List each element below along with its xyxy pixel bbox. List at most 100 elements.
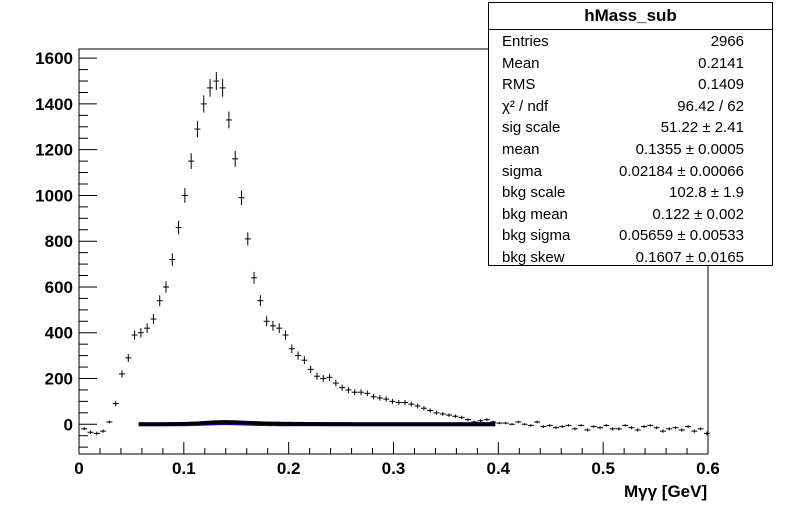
data-point [609,427,616,431]
data-point [534,420,541,424]
data-point [685,425,692,428]
data-point [288,344,295,354]
data-point [326,373,333,381]
data-point [194,120,201,138]
data-point [112,401,119,407]
stats-row: mean 0.1355 ± 0.0005 [489,139,772,161]
stats-key: bkg skew [502,249,565,266]
stats-key: sigma [502,162,543,180]
data-point [477,419,484,423]
data-point [502,421,509,425]
data-point [188,153,195,169]
stats-box: hMass_sub Entries 2966 Mean 0.2141 RMS 0.1409… [488,2,773,266]
data-point [163,281,170,293]
stats-key: bkg mean [502,205,568,223]
data-point [87,430,94,435]
data-point [125,353,132,362]
stats-row: Entries 2966 [489,31,772,53]
data-point [678,428,685,432]
data-point [276,323,283,333]
data-point [219,79,226,97]
y-tick-label: 1000 [35,186,73,205]
x-tick-label: 0 [74,459,83,478]
stats-value: 0.02184 ± 0.00066 [618,162,744,180]
data-point [697,427,704,431]
data-point [641,425,648,428]
stats-value: 0.1409 [698,76,744,94]
data-point [672,426,679,430]
stats-value: 0.122 ± 0.002 [652,205,744,223]
data-point [559,425,566,428]
data-point [496,421,503,425]
data-point [106,420,113,424]
data-point [408,401,415,407]
stats-value: 0.2141 [698,54,744,72]
stats-key: χ² / ndf [502,97,549,115]
x-tick-label: 0.2 [277,459,301,478]
y-tick-label: 800 [45,232,73,251]
data-point [364,390,371,397]
y-tick-label: 600 [45,278,73,297]
data-point [653,426,660,430]
stats-key: bkg sigma [502,227,571,245]
stats-row: sigma 0.02184 ± 0.00066 [489,161,772,183]
data-point [634,428,641,432]
stats-value: 2966 [710,33,744,50]
x-tick-label: 0.3 [382,459,406,478]
data-point [181,188,188,203]
data-point [490,420,497,424]
data-point [320,375,327,382]
data-point [584,428,591,432]
data-point [521,423,528,426]
stats-row: bkg sigma 0.05659 ± 0.00533 [489,225,772,247]
data-point [439,412,446,416]
stats-row: RMS 0.1409 [489,74,772,96]
data-point [207,79,214,97]
total-fit-curve [138,420,496,426]
data-point [597,426,604,430]
data-point [433,410,440,415]
stats-row: χ² / ndf 96.42 / 62 [489,96,772,118]
data-point [420,406,427,411]
data-point [213,72,220,90]
data-point [244,232,251,246]
data-point [339,384,346,391]
data-point [565,424,572,427]
data-point [603,424,610,427]
data-point [464,418,471,422]
data-point [703,431,710,436]
data-point [540,425,547,428]
data-point [666,427,673,431]
data-point [414,403,421,409]
data-point [225,111,232,129]
data-point [389,398,396,404]
data-point [471,420,478,424]
data-point [452,414,459,419]
data-point [150,313,157,325]
y-tick-label: 1600 [35,49,73,68]
data-point [615,427,622,431]
data-point [590,425,597,428]
data-point [332,379,339,387]
stats-key: mean [502,141,540,158]
stats-key: Mean [502,54,540,72]
stats-key: Entries [502,33,549,50]
x-axis-label: Mγγ [GeV] [624,482,708,501]
x-tick-label: 0.4 [487,459,511,478]
stats-key: RMS [502,76,536,94]
data-point [402,400,409,406]
stats-row: bkg scale 102.8 ± 1.9 [489,182,772,204]
data-point [232,150,239,167]
data-point [578,424,585,427]
data-point [515,420,522,424]
data-point [351,389,358,396]
data-point [358,389,365,396]
data-point [156,295,163,307]
stats-value: 0.1355 ± 0.0005 [635,141,744,158]
data-point [446,413,453,417]
data-point [527,424,534,427]
data-points [81,72,710,436]
fit-curves [138,420,496,427]
y-tick-label: 0 [64,415,73,434]
